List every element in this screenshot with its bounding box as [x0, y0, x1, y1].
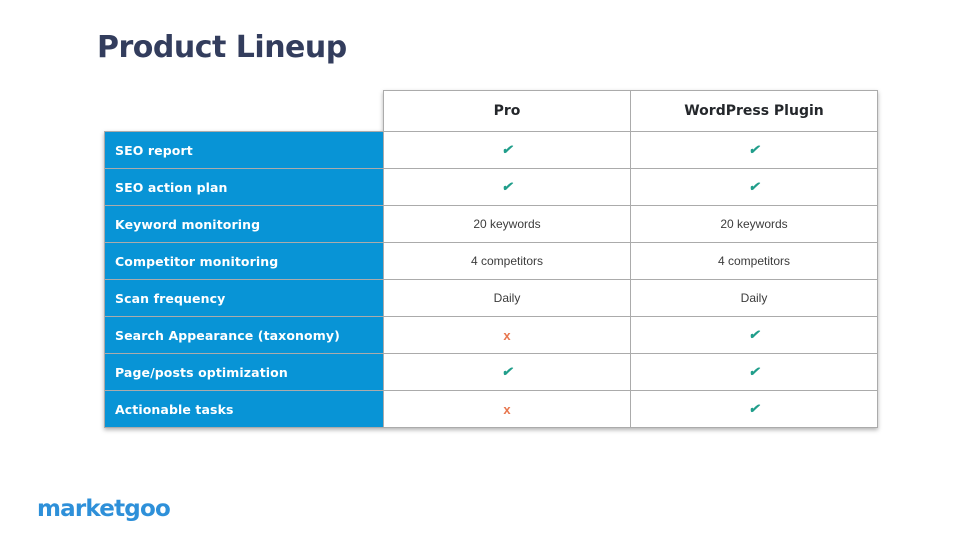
- check-icon: ✔: [748, 179, 760, 194]
- comparison-table-container: Pro WordPress Plugin SEO report ✔ ✔ SEO act…: [104, 90, 878, 428]
- header-row: Pro WordPress Plugin: [105, 90, 878, 132]
- feature-table-body: SEO report ✔ ✔ SEO action plan ✔ ✔ Keyword mon…: [104, 131, 878, 428]
- feature-label: Competitor monitoring: [104, 242, 384, 280]
- column-header-wordpress-plugin: WordPress Plugin: [630, 90, 878, 132]
- check-icon: ✔: [501, 142, 513, 157]
- cross-icon: x: [503, 327, 511, 343]
- table-header: Pro WordPress Plugin: [105, 90, 878, 132]
- check-icon: ✔: [748, 401, 760, 416]
- table-row: SEO action plan ✔ ✔: [104, 168, 878, 206]
- feature-value-cell: 4 competitors: [630, 242, 878, 280]
- feature-value-cell: ✔: [630, 131, 878, 169]
- check-icon: ✔: [748, 364, 760, 379]
- feature-value-cell: ✔: [383, 168, 631, 206]
- feature-value-cell: ✔: [630, 316, 878, 354]
- feature-label: Keyword monitoring: [104, 205, 384, 243]
- feature-value-cell: ✔: [630, 168, 878, 206]
- feature-value-cell: ✔: [383, 131, 631, 169]
- feature-label: SEO report: [104, 131, 384, 169]
- table-row: Actionable tasks x ✔: [104, 390, 878, 428]
- table-row: Competitor monitoring 4 competitors 4 comp…: [104, 242, 878, 280]
- cross-icon: x: [503, 401, 511, 417]
- feature-label: SEO action plan: [104, 168, 384, 206]
- table-row: Scan frequency Daily Daily: [104, 279, 878, 317]
- table-row: SEO report ✔ ✔: [104, 131, 878, 169]
- feature-value-cell: Daily: [383, 279, 631, 317]
- feature-label: Search Appearance (taxonomy): [104, 316, 384, 354]
- page-title: Product Lineup: [97, 30, 347, 65]
- feature-value-cell: 20 keywords: [630, 205, 878, 243]
- feature-value-cell: ✔: [383, 353, 631, 391]
- feature-value-cell: Daily: [630, 279, 878, 317]
- feature-value-cell: 20 keywords: [383, 205, 631, 243]
- check-icon: ✔: [748, 327, 760, 342]
- marketgoo-logo: marketgoo: [37, 496, 171, 522]
- feature-value-cell: ✔: [630, 390, 878, 428]
- feature-value-cell: x: [383, 316, 631, 354]
- table-row: Keyword monitoring 20 keywords 20 keywords: [104, 205, 878, 243]
- feature-label: Actionable tasks: [104, 390, 384, 428]
- check-icon: ✔: [501, 364, 513, 379]
- column-header-pro: Pro: [383, 90, 631, 132]
- feature-label: Scan frequency: [104, 279, 384, 317]
- feature-label: Page/posts optimization: [104, 353, 384, 391]
- feature-value-cell: ✔: [630, 353, 878, 391]
- feature-comparison-table: Pro WordPress Plugin SEO report ✔ ✔ SEO act…: [104, 90, 878, 428]
- check-icon: ✔: [748, 142, 760, 157]
- table-row: Search Appearance (taxonomy) x ✔: [104, 316, 878, 354]
- check-icon: ✔: [501, 179, 513, 194]
- table-corner-spacer: [105, 91, 384, 132]
- table-row: Page/posts optimization ✔ ✔: [104, 353, 878, 391]
- feature-value-cell: 4 competitors: [383, 242, 631, 280]
- feature-value-cell: x: [383, 390, 631, 428]
